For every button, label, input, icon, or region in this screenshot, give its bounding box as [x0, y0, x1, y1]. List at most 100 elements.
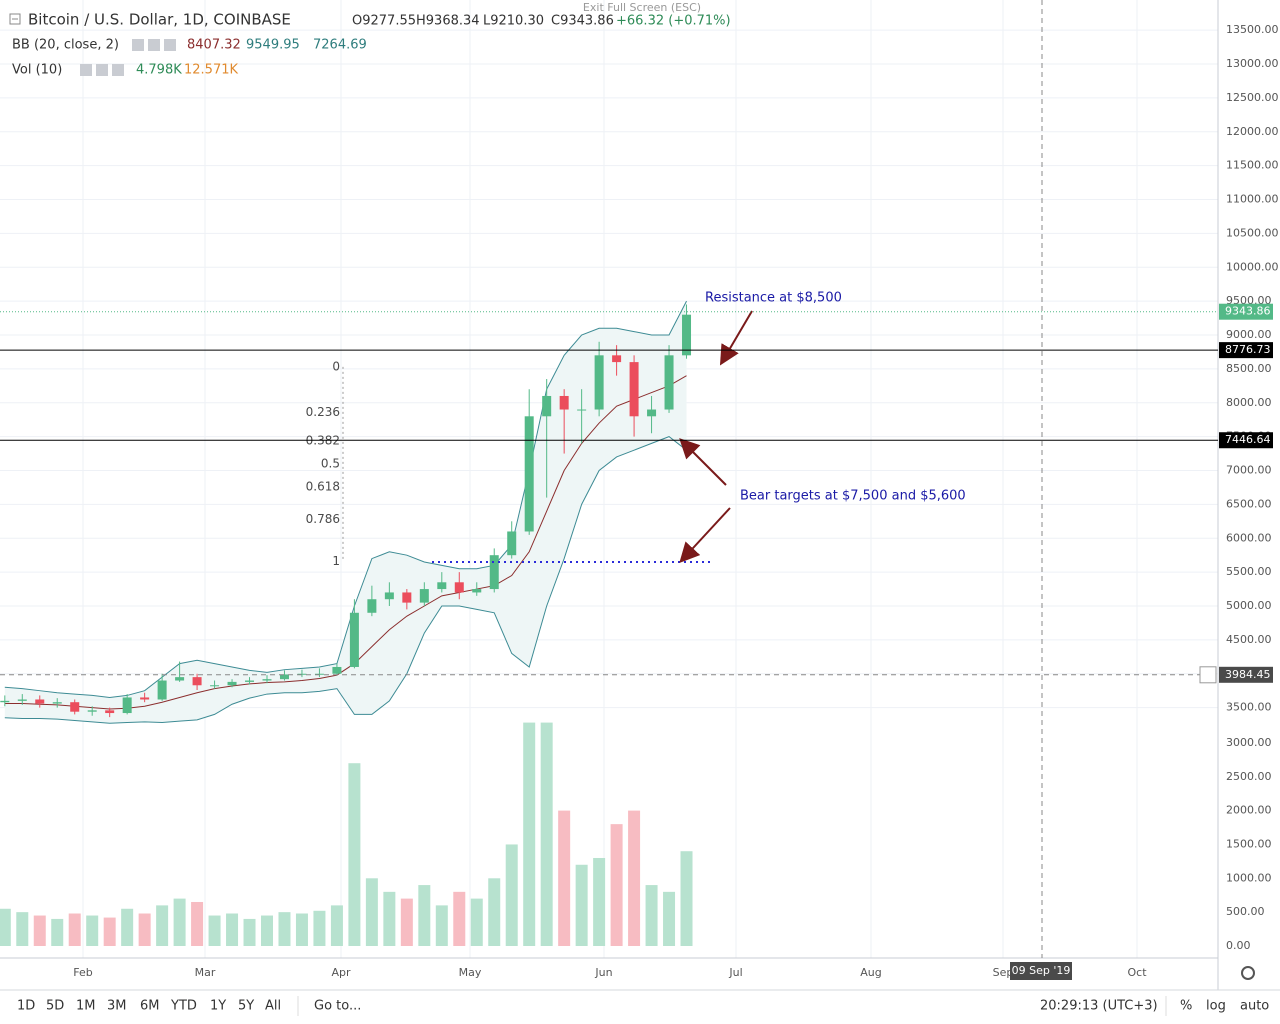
candle-body: [612, 355, 622, 363]
y-tick-label: 8000.00: [1226, 396, 1272, 409]
volume-tick-label: 2000.00: [1226, 804, 1272, 817]
exit-hint[interactable]: Exit Full Screen (ESC): [583, 1, 701, 14]
y-tick-label: 9000.00: [1226, 328, 1272, 341]
scale-option[interactable]: auto: [1240, 999, 1269, 1014]
candle-body: [0, 700, 10, 703]
annotation: Bear targets at $7,500 and $5,600: [740, 489, 966, 504]
indicator-button[interactable]: [132, 39, 144, 51]
price-line-label: 8776.73: [1225, 343, 1271, 356]
candle-body: [437, 582, 447, 590]
scale-option[interactable]: %: [1180, 999, 1192, 1014]
candle-body: [402, 592, 412, 603]
bb-value: 9549.95: [246, 38, 300, 53]
volume-bar: [470, 898, 483, 946]
ohlc-value: O9277.55: [352, 14, 416, 29]
annotation: Resistance at $8,500: [705, 291, 842, 306]
volume-bar: [173, 898, 186, 946]
crosshair-price-label: 3984.45: [1225, 668, 1271, 681]
x-tick-label: Apr: [331, 966, 351, 979]
volume-bar: [243, 918, 256, 946]
range-button[interactable]: YTD: [170, 999, 197, 1014]
volume-bar: [226, 913, 239, 946]
candle-body: [349, 612, 359, 667]
x-tick-label: Mar: [195, 966, 216, 979]
crosshair-price-tag: [1219, 666, 1273, 683]
clock: 20:29:13 (UTC+3): [1040, 999, 1158, 1014]
candle-body: [577, 409, 587, 411]
indicator-button[interactable]: [164, 39, 176, 51]
grid: [0, 0, 1218, 958]
bb-lower: [4, 436, 687, 724]
arrow: [679, 507, 731, 563]
volume-bar: [593, 857, 606, 946]
volume-bar: [610, 824, 623, 946]
x-tick-label: Feb: [73, 966, 92, 979]
settings-icon[interactable]: [1241, 966, 1255, 980]
candle-body: [629, 362, 639, 417]
ohlc-value: C9343.86: [551, 14, 614, 29]
range-button[interactable]: 6M: [140, 999, 160, 1014]
indicator-button[interactable]: [80, 64, 92, 76]
volume-bar: [330, 905, 343, 946]
volume-bar: [86, 915, 99, 946]
volume-bar: [645, 885, 658, 946]
range-button[interactable]: 1M: [76, 999, 96, 1014]
crosshair-plus: [1199, 666, 1217, 684]
vol-value: 4.798K: [136, 63, 182, 78]
y-tick-label: 6000.00: [1226, 531, 1272, 544]
scale-option[interactable]: log: [1206, 999, 1226, 1014]
range-button[interactable]: 3M: [107, 999, 127, 1014]
volume-bar: [453, 891, 466, 946]
volume-bar: [365, 878, 378, 946]
fib-level: 0: [332, 359, 340, 373]
volume-bar: [103, 917, 116, 946]
band-fill: [4, 301, 687, 724]
x-tick-label: Jul: [728, 966, 742, 979]
y-tick-label: 12500.00: [1226, 91, 1279, 104]
candle-body: [367, 599, 377, 613]
indicator-button[interactable]: [112, 64, 124, 76]
candle-body: [227, 681, 237, 686]
symbol[interactable]: Bitcoin / U.S. Dollar, 1D, COINBASE: [28, 11, 291, 29]
volume-bar: [575, 864, 588, 946]
indicator-button[interactable]: [148, 39, 160, 51]
volume-bar: [16, 912, 29, 946]
volume-bar: [400, 898, 413, 946]
candle-body: [542, 395, 552, 417]
range-button[interactable]: 5D: [46, 999, 64, 1014]
candle-body: [454, 582, 464, 593]
candle-body: [314, 673, 324, 675]
x-tick-label: Sep: [993, 966, 1014, 979]
candle-body: [279, 674, 289, 680]
bb-mid: [4, 375, 687, 710]
y-tick-label: 6500.00: [1226, 497, 1272, 510]
y-tick-label: 8500.00: [1226, 362, 1272, 375]
range-button[interactable]: 5Y: [238, 999, 254, 1014]
volume-bar: [261, 915, 273, 946]
volume-tick-label: 3000.00: [1226, 736, 1272, 749]
candle-body: [17, 699, 27, 701]
range-button[interactable]: 1Y: [210, 999, 226, 1014]
range-button[interactable]: All: [265, 999, 281, 1014]
candle-body: [419, 589, 429, 603]
volume-bar: [505, 844, 518, 946]
fib-level: 1: [332, 554, 340, 568]
volume-bar: [208, 915, 221, 946]
volume-bar: [138, 913, 151, 946]
candle-body: [682, 314, 692, 356]
volume-bar: [418, 885, 431, 946]
volume-bar: [628, 810, 641, 946]
indicator-button[interactable]: [96, 64, 108, 76]
candle-body: [35, 699, 45, 704]
range-button[interactable]: 1D: [17, 999, 35, 1014]
y-tick-label: 12000.00: [1226, 125, 1279, 138]
y-tick-label: 10000.00: [1226, 260, 1279, 273]
y-tick-label: 13000.00: [1226, 57, 1279, 70]
volume-bar: [435, 905, 448, 946]
candle-body: [472, 589, 482, 593]
x-tick-label: Aug: [860, 966, 881, 979]
y-tick-label: 5500.00: [1226, 565, 1272, 578]
fib-level: 0.786: [306, 512, 340, 526]
collapse-icon[interactable]: [9, 13, 21, 25]
goto-button[interactable]: Go to...: [314, 999, 361, 1014]
